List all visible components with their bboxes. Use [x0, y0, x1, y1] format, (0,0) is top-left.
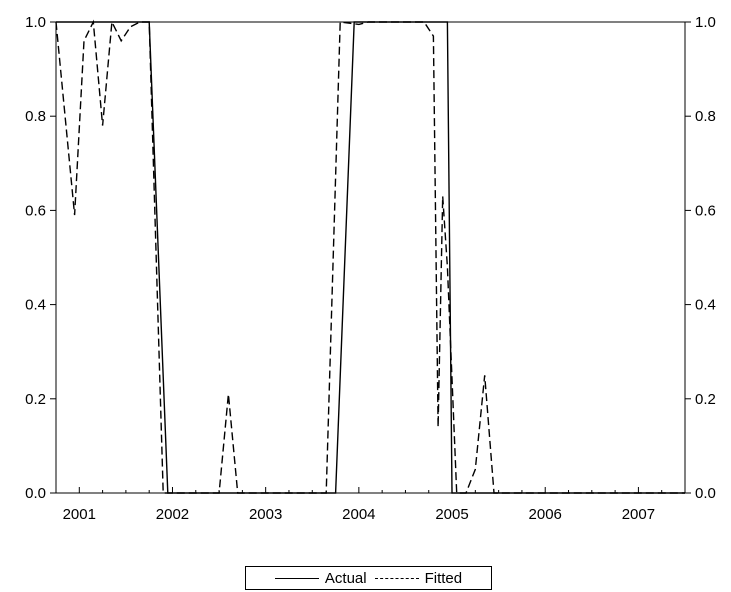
legend-swatch-solid: [274, 577, 319, 579]
x-axis: 2001 2002 2003 2004 2005 2006 2007: [55, 487, 686, 523]
legend-item-actual: Actual: [274, 569, 367, 587]
y-tick-label-right: 1.0: [695, 14, 716, 31]
y-tick-label-right: 0.2: [695, 391, 716, 408]
x-tick-label: 2004: [342, 506, 375, 523]
y-tick-label-right: 0.0: [695, 485, 716, 502]
y-tick-label-right: 0.4: [695, 297, 716, 314]
y-tick-label-left: 0.4: [25, 297, 46, 314]
legend-item-fitted: Fitted: [374, 569, 463, 587]
legend-swatch-dashed: [374, 577, 419, 579]
x-tick-label: 2003: [249, 506, 282, 523]
y-tick-label-right: 0.8: [695, 108, 716, 125]
x-tick-label: 2001: [63, 506, 96, 523]
x-tick-label: 2006: [529, 506, 562, 523]
y-tick-label-left: 0.6: [25, 202, 46, 219]
x-tick-label: 2005: [435, 506, 468, 523]
legend-label-actual: Actual: [324, 569, 367, 587]
series-line-actual: [56, 21, 685, 494]
series-line-fitted: [55, 19, 685, 494]
y-tick-label-left: 0.2: [25, 391, 46, 408]
plot-frame: [55, 21, 686, 494]
series-group: [55, 19, 685, 494]
legend: Actual Fitted: [245, 566, 492, 590]
x-tick-label: 2002: [156, 506, 189, 523]
y-axis: 0.0 0.0 0.2 0.2 0.4 0.4 0.6 0.6 0.8 0.8 1.0 1.0: [25, 14, 716, 502]
x-tick-label: 2007: [622, 506, 655, 523]
legend-label-fitted: Fitted: [424, 569, 463, 587]
y-tick-label-right: 0.6: [695, 202, 716, 219]
y-tick-label-left: 0.0: [25, 485, 46, 502]
y-tick-label-left: 0.8: [25, 108, 46, 125]
y-tick-label-left: 1.0: [25, 14, 46, 31]
